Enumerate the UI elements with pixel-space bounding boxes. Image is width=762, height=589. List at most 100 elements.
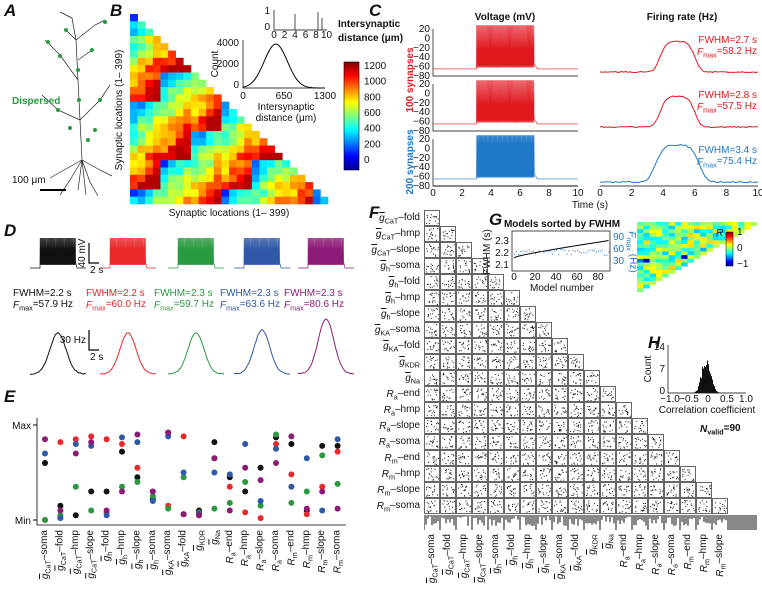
matrix-cell: [236, 189, 245, 197]
matrix-cell: [137, 167, 146, 176]
matrix-cell: [183, 160, 192, 168]
matrix-cell: [130, 101, 138, 110]
text-part: a: [386, 441, 390, 450]
matrix-cell: [190, 116, 199, 124]
correlation-cell: [637, 225, 644, 230]
scatter-dots: [650, 484, 663, 497]
text-part: R: [286, 558, 297, 565]
data-point: [242, 479, 249, 485]
scatter-dots: [426, 420, 439, 433]
text-part: g: [539, 567, 550, 573]
text-part: R: [387, 389, 394, 400]
fwhm-label: FWHM=3.4 s: [698, 145, 757, 156]
x-tick-label: 2: [459, 188, 465, 199]
text-part: –slope: [85, 530, 96, 560]
text-part: =58.2 Hz: [717, 46, 757, 57]
correlation-cell: [700, 236, 707, 241]
matrix-cell: [190, 87, 199, 95]
matrix-cell: [152, 167, 161, 176]
matrix-cell: [190, 101, 199, 110]
data-point: [180, 474, 187, 481]
data-point: [72, 483, 79, 490]
param-label: Ra–soma: [379, 436, 421, 450]
text-part: –slope: [255, 530, 266, 560]
scatter-cell: [424, 210, 440, 226]
matrix-cell: [183, 72, 192, 81]
scatter-dots: [458, 245, 470, 257]
matrix-cell: [175, 94, 184, 102]
matrix-cell: [183, 130, 192, 139]
matrix-cell: [160, 196, 169, 205]
correlation-cell: [674, 255, 682, 260]
text-part: R: [635, 563, 646, 570]
text-part: m: [687, 556, 696, 562]
text-part: m: [703, 559, 712, 565]
histogram: [537, 516, 551, 530]
matrix-cell: [312, 196, 321, 205]
matrix-cell: [206, 167, 215, 176]
matrix-cell: [198, 123, 207, 132]
matrix-cell: [160, 109, 169, 117]
scale-label: 30 Hz: [60, 335, 86, 346]
scatter-dots: [522, 341, 535, 353]
panel-letter: G: [489, 210, 502, 229]
scatter-dots: [442, 436, 453, 449]
correlation-cell: [655, 225, 663, 230]
text-part: F: [697, 47, 704, 58]
matrix-cell: [137, 138, 146, 146]
text-part: g: [405, 373, 411, 384]
scatter-dots: [442, 388, 454, 401]
matrix-cell: [137, 94, 146, 102]
matrix-cell: [152, 109, 161, 117]
text-part: a: [639, 559, 648, 563]
correlation-cell: [693, 236, 701, 241]
text-part: g: [209, 539, 220, 545]
text-part: –hmp: [395, 404, 420, 415]
scatter-cell: [600, 418, 616, 434]
scatter-dots: [426, 500, 438, 513]
matrix-cell: [229, 145, 237, 154]
scatter-dots: [492, 468, 503, 481]
text-part: –end: [618, 534, 629, 556]
text-part: R: [302, 561, 313, 568]
scatter-cell: [616, 466, 632, 482]
param-label: Ra–end: [618, 534, 632, 567]
x-tick-label: 8: [724, 188, 730, 199]
matrix-cell: [190, 79, 199, 88]
text-part: =90: [724, 423, 741, 434]
correlation-cell: [738, 229, 745, 234]
matrix-cell: [289, 167, 298, 176]
scatter-cell: [632, 434, 648, 450]
correlation-cell: [681, 258, 688, 263]
text-part: max: [703, 161, 717, 170]
param-label: Ra–hmp: [634, 534, 648, 571]
scatter-cell: [456, 418, 472, 434]
matrix-cell: [168, 138, 176, 146]
scatter-cell: [424, 354, 440, 370]
data-point: [134, 479, 141, 485]
text-part: h: [387, 313, 391, 322]
param-label: gh–fold: [389, 276, 420, 290]
x-tick-label: 20: [529, 272, 541, 283]
matrix-cell: [183, 174, 192, 183]
scatter-dots: [507, 468, 519, 481]
correlation-cell: [693, 244, 701, 248]
correlation-cell: [674, 247, 682, 252]
data-point: [149, 498, 156, 504]
text-part: m: [392, 457, 398, 466]
correlation-cell: [662, 266, 669, 271]
correlation-cell: [637, 262, 644, 267]
matrix-cell: [175, 57, 184, 66]
matrix-cell: [206, 116, 215, 124]
scatter-cell: [424, 418, 440, 434]
scatter-cell: [472, 498, 488, 514]
text-part: R: [379, 421, 386, 432]
param-label: gh–slope: [131, 530, 145, 569]
scatter-cell: [424, 274, 440, 290]
matrix-cell: [160, 57, 169, 66]
scatter-cell: [584, 434, 600, 450]
text-part: h: [495, 564, 504, 568]
x-tick-label: 0.5: [720, 394, 734, 405]
inset-axes: [242, 40, 325, 89]
matrix-cell: [320, 196, 329, 205]
